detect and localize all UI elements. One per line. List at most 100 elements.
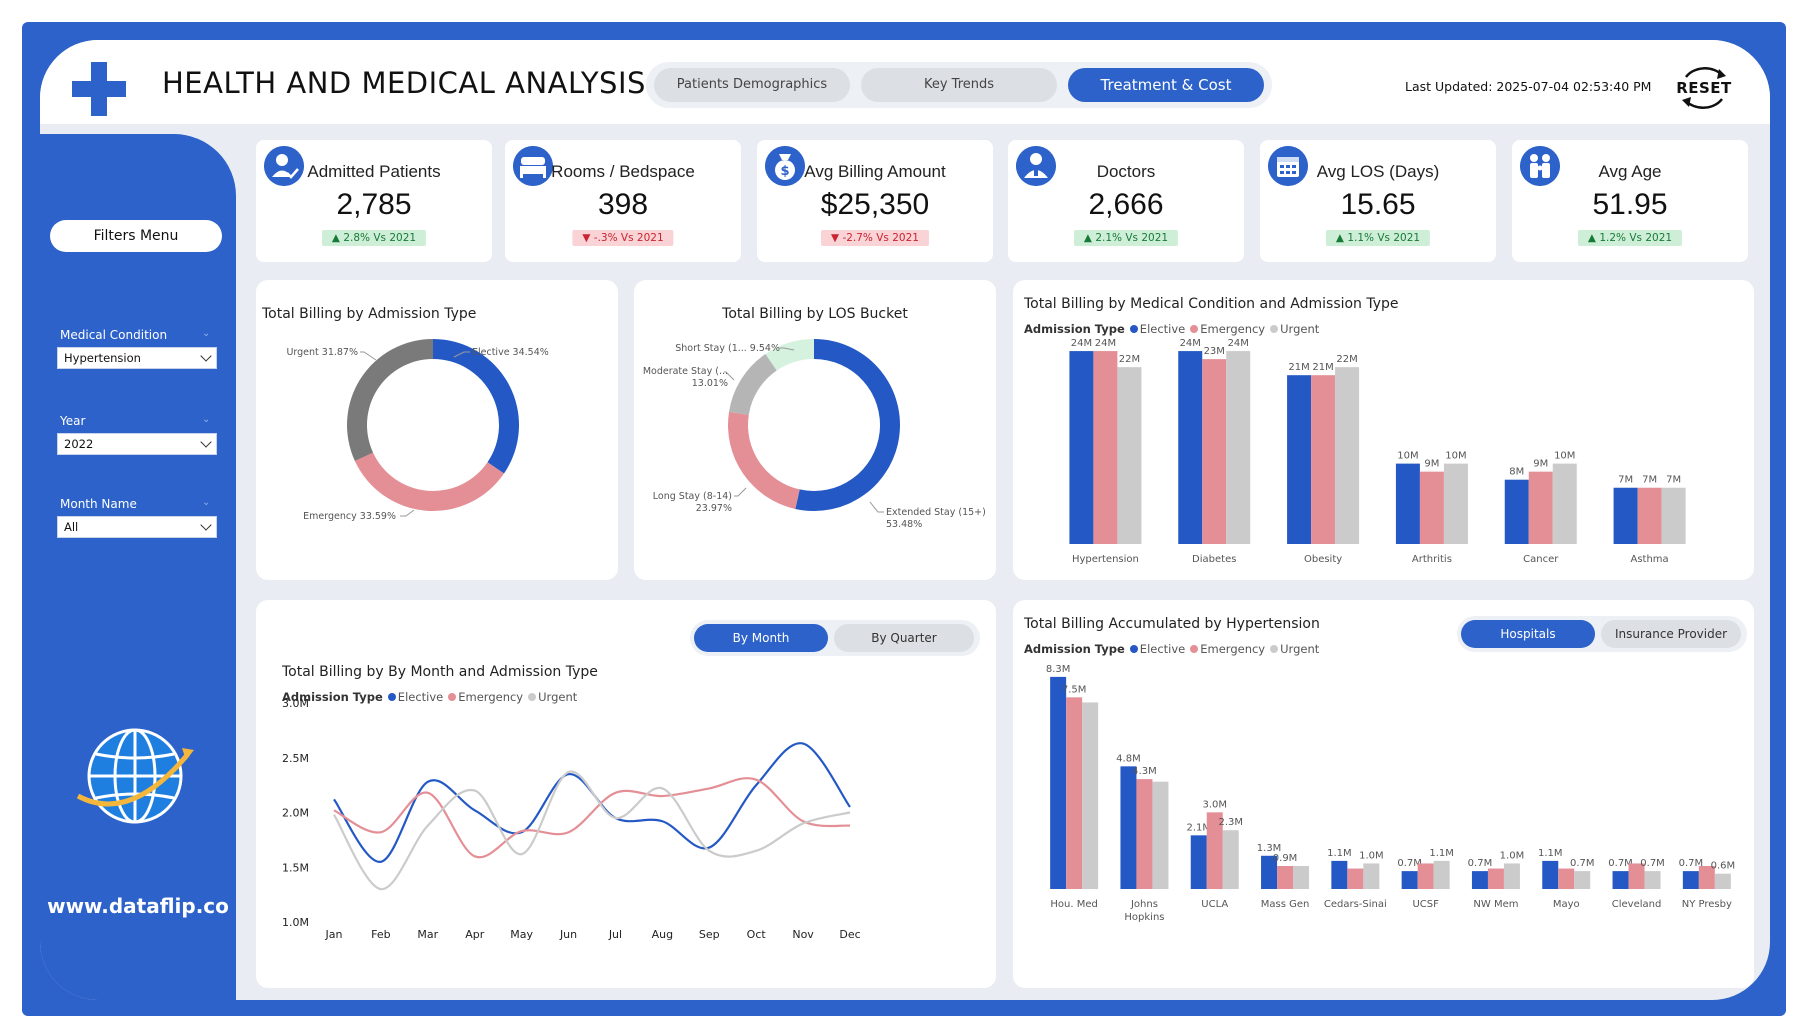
kpi-change-badge: ▼ -.3% Vs 2021: [572, 230, 674, 246]
x-tick-label: Apr: [465, 928, 485, 941]
bar: [1093, 351, 1118, 544]
kpi-label: Avg LOS (Days): [1316, 162, 1440, 181]
data-label: 10M: [1397, 451, 1418, 462]
medical-cross-icon: [72, 62, 126, 116]
los-bucket-donut-card: Total Billing by LOS Bucket Extended Sta…: [634, 280, 996, 580]
bar: [1293, 866, 1310, 889]
data-label: 0.7M: [1640, 858, 1665, 869]
data-label: 4.3M: [1132, 766, 1157, 777]
bar: [1433, 860, 1450, 889]
data-label: 21M: [1288, 362, 1309, 373]
by-quarter-button[interactable]: By Quarter: [834, 624, 974, 652]
x-tick-label: Dec: [839, 928, 860, 941]
donut-slice: [433, 339, 519, 474]
admission-type-donut-card: Total Billing by Admission Type Elective…: [256, 280, 618, 580]
legend-dot-elective: [1129, 645, 1138, 653]
donut-slice: [728, 411, 800, 509]
bar: [1347, 868, 1364, 889]
hospitals-button[interactable]: Hospitals: [1461, 620, 1595, 648]
bar: [1335, 367, 1360, 544]
period-toggle: By Month By Quarter: [690, 620, 980, 656]
chart-title: Total Billing Accumulated by Hypertensio…: [1024, 616, 1320, 632]
leader-line: [360, 351, 377, 361]
legend-dot-urgent: [528, 693, 537, 701]
dropdown-caret-icon: [200, 350, 212, 362]
year-select[interactable]: 2022: [57, 433, 217, 455]
website-link[interactable]: www.dataflip.co: [47, 894, 229, 918]
data-label: 10M: [1554, 451, 1575, 462]
data-label: 8.3M: [1046, 664, 1071, 675]
year-value: 2022: [64, 437, 94, 451]
kpi-label: Rooms / Bedspace: [551, 162, 695, 181]
slice-label: 23.97%: [696, 503, 732, 514]
legend-item-emergency: Emergency: [1200, 642, 1266, 656]
insurance-provider-button[interactable]: Insurance Provider: [1601, 620, 1741, 648]
category-label: Mass Gen: [1261, 899, 1310, 910]
slice-label: Elective 34.54%: [472, 347, 549, 358]
y-tick-label: 1.5M: [282, 861, 309, 874]
bar: [1331, 860, 1348, 889]
bar: [1558, 868, 1575, 889]
month-name-select[interactable]: All: [57, 516, 217, 538]
data-label: 7.5M: [1062, 684, 1087, 695]
bar: [1682, 871, 1699, 889]
los-bucket-donut-chart: Extended Stay (15+)53.48% Long Stay (8-14…: [643, 339, 986, 530]
data-label: 22M: [1119, 354, 1140, 365]
category-label: Hou. Med: [1050, 899, 1097, 910]
family-icon: [1520, 146, 1560, 186]
kpi-value: 2,666: [1088, 188, 1164, 221]
dashboard-panel: HEALTH AND MEDICAL ANALYSIS Patients Dem…: [40, 40, 1770, 1000]
chart-title: Total Billing by Medical Condition and A…: [1024, 296, 1399, 312]
bar: [1612, 871, 1629, 889]
data-label: 9M: [1533, 459, 1548, 470]
kpi-card-avg-los: Avg LOS (Days) 15.65 ▲ 1.1% Vs 2021: [1260, 140, 1496, 262]
category-label: Asthma: [1630, 554, 1668, 565]
donut-slice: [347, 339, 433, 461]
data-label: 10M: [1445, 451, 1466, 462]
kpi-change-badge: ▲ 2.8% Vs 2021: [321, 230, 427, 246]
data-label: 9M: [1424, 459, 1439, 470]
by-month-button[interactable]: By Month: [694, 624, 828, 652]
legend-item-elective: Elective: [397, 690, 444, 704]
tab-treatment-cost[interactable]: Treatment & Cost: [1068, 68, 1264, 102]
x-tick-label: Jun: [559, 928, 577, 941]
kpi-label: Avg Billing Amount: [804, 162, 946, 181]
legend-dot-urgent: [1270, 645, 1279, 653]
data-label: 3.0M: [1202, 799, 1227, 810]
bar: [1120, 766, 1137, 889]
tab-key-trends[interactable]: Key Trends: [861, 68, 1057, 102]
reset-button[interactable]: RESET: [1674, 62, 1734, 114]
patient-check-icon: [264, 146, 304, 186]
bar: [1082, 702, 1099, 889]
data-label: 2.3M: [1218, 817, 1243, 828]
donut-slice: [729, 353, 777, 415]
bar: [1069, 351, 1094, 544]
medical-condition-value: Hypertension: [64, 351, 141, 365]
bar: [1311, 375, 1336, 544]
chevron-down-icon: ⌄: [202, 328, 211, 339]
medical-condition-select[interactable]: Hypertension: [57, 347, 217, 369]
bar: [1178, 351, 1203, 544]
data-label: 7M: [1618, 475, 1633, 486]
bar: [1661, 487, 1686, 544]
leader-line: [734, 487, 747, 497]
page-tabs: Patients Demographics Key Trends Treatme…: [646, 62, 1272, 108]
tab-patients-demographics[interactable]: Patients Demographics: [654, 68, 850, 102]
data-label: 0.7M: [1608, 858, 1633, 869]
kpi-value: 398: [597, 188, 649, 221]
bar: [1443, 463, 1468, 544]
kpi-label: Avg Age: [1598, 162, 1662, 181]
bar: [1395, 463, 1420, 544]
category-label: NY Presby: [1682, 899, 1732, 910]
bar: [1613, 487, 1638, 544]
filters-menu-button[interactable]: Filters Menu: [50, 220, 222, 252]
legend-dot-elective: [387, 693, 396, 701]
data-label: 24M: [1071, 338, 1092, 349]
slice-label: Moderate Stay (...: [643, 366, 728, 377]
bar: [1542, 860, 1559, 889]
slice-label: Long Stay (8-14): [653, 491, 732, 502]
last-updated-text: Last Updated: 2025-07-04 02:53:40 PM: [1405, 79, 1652, 94]
leader-line: [724, 371, 735, 381]
kpi-card-doctors: Doctors 2,666 ▲ 2.1% Vs 2021: [1008, 140, 1244, 262]
bar: [1363, 863, 1380, 889]
